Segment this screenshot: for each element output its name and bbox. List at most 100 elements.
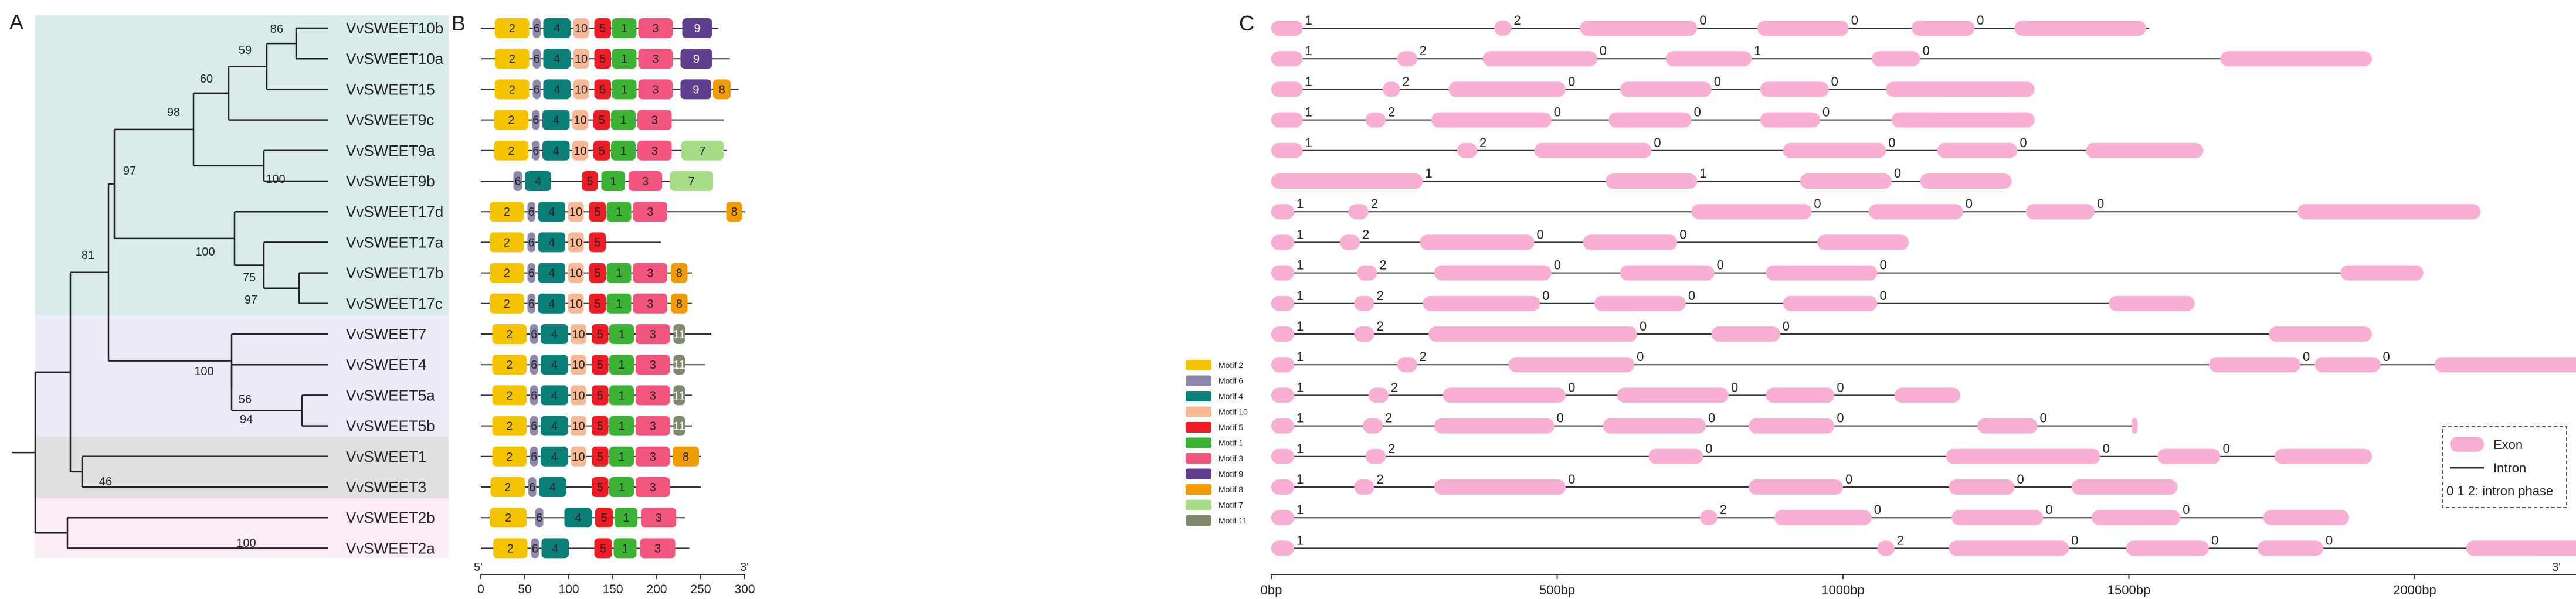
motif-10-box xyxy=(571,385,586,406)
gene-axis-tick-label: 0bp xyxy=(1261,583,1282,597)
motif-5-box xyxy=(582,171,598,191)
motif-6-box xyxy=(513,171,522,191)
intron-phase-label: 1 xyxy=(1297,227,1304,241)
motif-3-box xyxy=(637,110,672,130)
exon-box xyxy=(2297,204,2481,220)
motif-6-box xyxy=(532,49,541,69)
motif-4-box xyxy=(541,355,568,375)
intron-phase-label: 2 xyxy=(1388,441,1395,456)
motif-legend-swatch xyxy=(1186,375,1211,386)
motif-2-label: 2 xyxy=(508,145,514,158)
intron-phase-label: 1 xyxy=(1297,533,1304,547)
intron-phase-label: 0 xyxy=(2326,533,2333,547)
motif-legend-label: Motif 1 xyxy=(1219,438,1243,448)
leaf-label: VvSWEET3 xyxy=(346,478,426,496)
motif-2-label: 2 xyxy=(506,328,513,341)
gene-legend-intron-label: Intron xyxy=(2493,461,2526,475)
intron-phase-label: 0 xyxy=(1705,441,1712,456)
motif-10-box xyxy=(573,79,589,100)
intron-phase-label: 2 xyxy=(1362,227,1369,241)
exon-box xyxy=(2257,540,2323,556)
bootstrap-value: 100 xyxy=(266,173,285,186)
leaf-label: VvSWEET9a xyxy=(346,142,435,159)
motif-5-box xyxy=(592,416,609,436)
motif-6-box xyxy=(530,446,538,467)
exon-box xyxy=(1665,51,1752,67)
leaf-label: VvSWEET9b xyxy=(346,172,435,190)
intron-phase-label: 0 xyxy=(2045,502,2052,517)
gene-axis-tick-label: 1500bp xyxy=(2107,583,2150,597)
motif-10-box xyxy=(568,263,584,283)
motif-6-label: 6 xyxy=(534,22,540,35)
intron-phase-label: 0 xyxy=(1568,472,1575,486)
motif-6-box xyxy=(530,355,538,375)
intron-phase-label: 0 xyxy=(2223,441,2230,456)
motif-legend-label: Motif 3 xyxy=(1219,454,1243,463)
motif-5-box xyxy=(594,79,611,100)
motif-5-box xyxy=(589,263,606,283)
intron-phase-label: 0 xyxy=(2383,349,2390,364)
motif-2-label: 2 xyxy=(504,236,510,249)
motif-10-label: 10 xyxy=(569,298,582,311)
intron-phase-label: 1 xyxy=(1305,135,1312,150)
exon-box xyxy=(1606,173,1698,189)
motif-11-label: 11 xyxy=(673,328,685,341)
motif-2-label: 2 xyxy=(504,206,510,219)
exon-box xyxy=(1383,81,1400,97)
intron-phase-label: 1 xyxy=(1297,258,1304,273)
motif-3-box xyxy=(636,416,670,436)
motif-2-box xyxy=(490,263,524,283)
intron-phase-label: 0 xyxy=(1880,288,1887,303)
intron-phase-label: 1 xyxy=(1305,13,1312,28)
leaf-label: VvSWEET17c xyxy=(346,295,443,312)
exon-box xyxy=(1271,387,1294,403)
panel-b-label: B xyxy=(452,11,466,35)
motif-10-label: 10 xyxy=(572,328,585,341)
gene-axis-tick-label: 500bp xyxy=(1539,583,1575,597)
exon-box xyxy=(1271,479,1294,495)
exon-box xyxy=(1271,21,1303,36)
intron-phase-label: 1 xyxy=(1305,74,1312,89)
exon-box xyxy=(1397,357,1417,373)
motif-2-label: 2 xyxy=(508,114,514,127)
exon-box xyxy=(1766,265,1878,281)
motif-10-label: 10 xyxy=(573,145,586,158)
motif-1-label: 1 xyxy=(618,451,625,464)
motif-7-label: 7 xyxy=(688,175,695,188)
exon-box xyxy=(2026,204,2095,220)
motif-8-label: 8 xyxy=(676,298,683,311)
motif-6-label: 6 xyxy=(514,175,521,188)
exon-box xyxy=(1271,357,1294,373)
intron-phase-label: 0 xyxy=(1679,227,1686,241)
leaf-label: VvSWEET17a xyxy=(346,233,444,251)
motif-1-label: 1 xyxy=(618,359,625,372)
motif-2-label: 2 xyxy=(506,389,513,402)
motif-legend-label: Motif 11 xyxy=(1219,516,1247,525)
motif-legend-label: Motif 5 xyxy=(1219,423,1243,432)
exon-box xyxy=(1608,112,1692,128)
exon-box xyxy=(1977,418,2038,434)
leaf-label: VvSWEET2b xyxy=(346,509,435,526)
motif-10-box xyxy=(568,232,584,253)
intron-phase-label: 1 xyxy=(1425,166,1432,181)
motif-axis-tick-label: 100 xyxy=(558,583,579,596)
motif-2-box xyxy=(492,385,527,406)
motif-legend-swatch xyxy=(1186,422,1211,433)
motif-10-box xyxy=(571,355,586,375)
motif-7-label: 7 xyxy=(699,145,705,158)
motif-3-label: 3 xyxy=(654,542,661,555)
panel-c-label: C xyxy=(1239,11,1254,35)
exon-box xyxy=(1271,265,1294,281)
motif-6-label: 6 xyxy=(528,298,535,311)
motif-11-label: 11 xyxy=(673,359,685,372)
motif-3-label: 3 xyxy=(650,328,656,341)
motif-3-box xyxy=(633,202,667,222)
motif-3-label: 3 xyxy=(652,53,659,66)
motif-8-box xyxy=(726,202,742,222)
motif-axis-tick-label: 200 xyxy=(646,583,667,596)
leaf-label: VvSWEET10a xyxy=(346,50,444,67)
motif-6-box xyxy=(532,18,541,38)
intron-phase-label: 0 xyxy=(1731,380,1738,394)
motif-4-label: 4 xyxy=(575,512,581,525)
exon-box xyxy=(1886,81,2035,97)
